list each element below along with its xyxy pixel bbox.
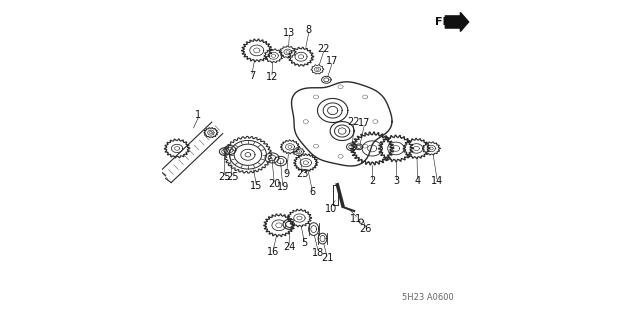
- Text: 11: 11: [350, 214, 362, 224]
- Text: 7: 7: [249, 71, 255, 81]
- Text: 13: 13: [284, 28, 296, 38]
- Text: FR.: FR.: [435, 17, 456, 27]
- Polygon shape: [460, 12, 468, 32]
- Text: 8: 8: [306, 25, 312, 35]
- Text: 4: 4: [414, 176, 420, 186]
- Text: 5: 5: [301, 238, 307, 248]
- Text: 1: 1: [195, 110, 202, 120]
- Text: 16: 16: [267, 247, 279, 257]
- Text: 5H23 A0600: 5H23 A0600: [402, 293, 454, 301]
- Text: 17: 17: [358, 118, 371, 128]
- Text: 17: 17: [326, 56, 338, 66]
- Text: 26: 26: [360, 224, 372, 234]
- Text: 22: 22: [348, 116, 360, 127]
- Text: 10: 10: [325, 204, 337, 213]
- Text: 20: 20: [268, 179, 280, 189]
- FancyBboxPatch shape: [445, 15, 461, 29]
- Text: 18: 18: [312, 248, 324, 258]
- Text: 25: 25: [218, 172, 230, 182]
- Text: 25: 25: [226, 172, 238, 182]
- Text: 22: 22: [317, 44, 330, 54]
- Text: 2: 2: [369, 176, 375, 186]
- Text: 24: 24: [283, 242, 295, 252]
- Text: 12: 12: [266, 72, 278, 82]
- Text: 15: 15: [250, 181, 262, 191]
- Text: 19: 19: [276, 182, 289, 192]
- Text: 23: 23: [296, 169, 308, 179]
- Text: 14: 14: [431, 176, 443, 186]
- Text: 3: 3: [394, 176, 400, 186]
- Text: 21: 21: [321, 253, 333, 263]
- Text: 6: 6: [309, 187, 315, 197]
- Text: 9: 9: [284, 169, 290, 179]
